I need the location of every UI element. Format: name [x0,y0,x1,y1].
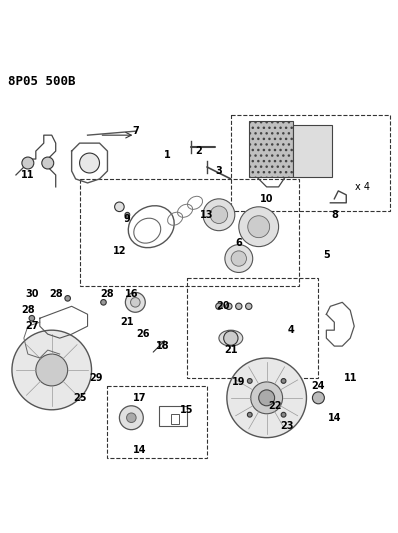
Circle shape [203,199,235,231]
Text: 15: 15 [180,405,194,415]
Text: 16: 16 [125,289,138,300]
Circle shape [236,303,242,310]
Text: 11: 11 [343,373,357,383]
Circle shape [22,157,34,169]
Text: 30: 30 [25,289,39,300]
Text: 8P05 500B: 8P05 500B [8,76,76,88]
Text: 25: 25 [73,393,86,403]
Text: 9: 9 [124,214,131,224]
Circle shape [65,296,70,301]
Circle shape [312,392,324,404]
Text: 14: 14 [133,445,146,455]
Circle shape [248,378,252,383]
Text: 13: 13 [200,210,214,220]
Text: 21: 21 [121,317,134,327]
Circle shape [125,212,130,217]
Text: 10: 10 [260,194,273,204]
Circle shape [259,390,275,406]
Text: 14: 14 [328,413,341,423]
Circle shape [239,207,279,247]
Text: 8: 8 [331,210,338,220]
Text: 27: 27 [25,321,39,331]
Circle shape [248,413,252,417]
Text: 28: 28 [21,305,35,316]
Text: 18: 18 [156,341,170,351]
Bar [159,406,187,426]
Circle shape [281,413,286,417]
Text: 2: 2 [196,146,202,156]
Text: x 4: x 4 [355,182,370,192]
Circle shape [125,293,145,312]
Text: 20: 20 [216,301,230,311]
Circle shape [216,303,222,310]
Circle shape [36,354,68,386]
Text: 11: 11 [21,170,35,180]
Text: 23: 23 [280,421,293,431]
Text: 26: 26 [137,329,150,339]
Text: 12: 12 [113,246,126,256]
Circle shape [281,378,286,383]
Text: 24: 24 [312,381,325,391]
Circle shape [248,216,270,238]
Circle shape [246,303,252,310]
Circle shape [29,316,35,321]
Ellipse shape [219,330,243,346]
Text: 29: 29 [89,373,102,383]
Text: 4: 4 [287,325,294,335]
Circle shape [12,330,92,410]
Text: 7: 7 [132,126,139,136]
Text: 1: 1 [164,150,170,160]
Text: 19: 19 [232,377,246,387]
Circle shape [226,303,232,310]
Circle shape [231,251,246,266]
Circle shape [224,331,238,345]
Circle shape [225,245,253,272]
Text: 28: 28 [49,289,62,300]
Circle shape [251,382,283,414]
Circle shape [227,358,306,438]
FancyBboxPatch shape [249,121,293,177]
Bar [171,414,179,424]
Circle shape [119,406,143,430]
Circle shape [127,413,136,423]
Text: 6: 6 [236,238,242,248]
Text: 17: 17 [133,393,146,403]
Circle shape [101,300,106,305]
Circle shape [210,206,228,223]
Text: 28: 28 [101,289,114,300]
Text: 21: 21 [224,345,238,355]
FancyBboxPatch shape [293,125,332,177]
Text: 5: 5 [323,249,330,260]
Circle shape [80,153,100,173]
Circle shape [115,202,124,212]
Text: 22: 22 [268,401,281,411]
Circle shape [131,297,140,307]
Text: 3: 3 [216,166,222,176]
Circle shape [42,157,54,169]
